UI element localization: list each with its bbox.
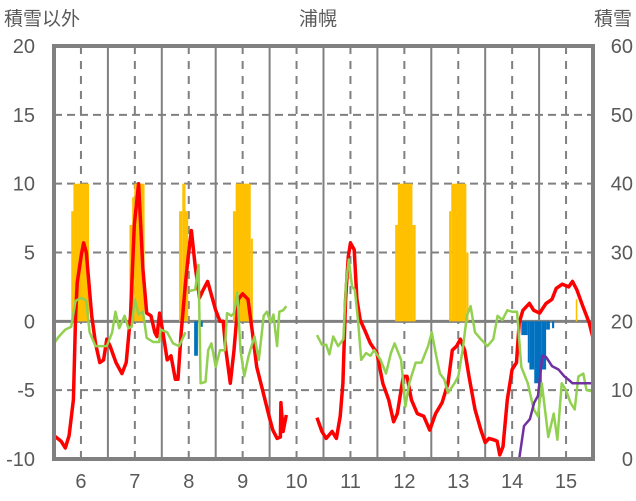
x-tick-label: 8 bbox=[183, 471, 194, 493]
blue-bar bbox=[199, 321, 203, 327]
y-right-tick-label: 50 bbox=[611, 105, 633, 127]
plot-border bbox=[52, 44, 595, 461]
green-series-line bbox=[52, 296, 187, 348]
y-right-tick-label: 10 bbox=[611, 380, 633, 402]
green-series-line bbox=[315, 258, 594, 441]
blue-bar bbox=[552, 321, 555, 329]
x-tick-label: 12 bbox=[393, 471, 415, 493]
blue-bar bbox=[538, 321, 542, 398]
orange-bar bbox=[182, 183, 186, 322]
x-tick-label: 11 bbox=[340, 471, 361, 493]
left-axis-label: 積雪以外 bbox=[4, 8, 80, 30]
y-left-tick-label: 10 bbox=[13, 174, 35, 196]
lines bbox=[52, 181, 595, 461]
x-tick-label: 7 bbox=[129, 471, 140, 493]
orange-bar bbox=[451, 183, 467, 322]
y-right-tick-label: 40 bbox=[611, 174, 633, 196]
orange-bar bbox=[250, 238, 253, 322]
blue-bar bbox=[527, 321, 530, 363]
y-right-tick-label: 60 bbox=[611, 36, 633, 58]
y-left-tick-label: -5 bbox=[17, 380, 35, 402]
x-tick-label: 15 bbox=[555, 471, 577, 493]
red-series-line bbox=[315, 241, 595, 457]
orange-bar bbox=[412, 224, 416, 322]
orange-bar bbox=[179, 211, 183, 322]
purple-series-line bbox=[317, 354, 593, 461]
orange-bar bbox=[134, 183, 145, 322]
y-left-tick-label: 0 bbox=[24, 311, 35, 333]
orange-bar bbox=[466, 252, 469, 322]
x-tick-label: 13 bbox=[447, 471, 469, 493]
chart-title: 浦幌 bbox=[299, 8, 337, 30]
y-left-tick-label: 20 bbox=[13, 36, 35, 58]
blue-bar bbox=[534, 321, 539, 384]
blue-bar bbox=[546, 321, 550, 330]
red-series-line bbox=[52, 181, 289, 450]
y-left-tick-label: 5 bbox=[24, 243, 35, 265]
x-tick-label: 10 bbox=[285, 471, 307, 493]
blue-bar bbox=[529, 321, 535, 370]
blue-bar bbox=[521, 321, 528, 336]
y-right-tick-label: 0 bbox=[622, 449, 633, 471]
x-tick-label: 6 bbox=[75, 471, 86, 493]
y-right-tick-label: 30 bbox=[611, 243, 633, 265]
y-left-tick-label: -10 bbox=[6, 449, 35, 471]
x-tick-label: 14 bbox=[501, 471, 523, 493]
orange-bar bbox=[575, 299, 578, 322]
plot-frame bbox=[52, 44, 595, 461]
blue-bar bbox=[194, 321, 198, 356]
orange-bar bbox=[232, 211, 236, 322]
x-tick-label: 9 bbox=[237, 471, 248, 493]
y-left-tick-label: 15 bbox=[13, 105, 35, 127]
y-right-tick-label: 20 bbox=[611, 311, 633, 333]
right-axis-label: 積雪 bbox=[594, 8, 632, 30]
blue-bar bbox=[541, 321, 547, 370]
green-series-line bbox=[189, 263, 288, 385]
orange-bar bbox=[71, 211, 74, 322]
orange-bar bbox=[235, 183, 251, 322]
orange-bar bbox=[449, 211, 452, 322]
orange-bar bbox=[397, 183, 413, 322]
orange-bar bbox=[395, 224, 398, 322]
